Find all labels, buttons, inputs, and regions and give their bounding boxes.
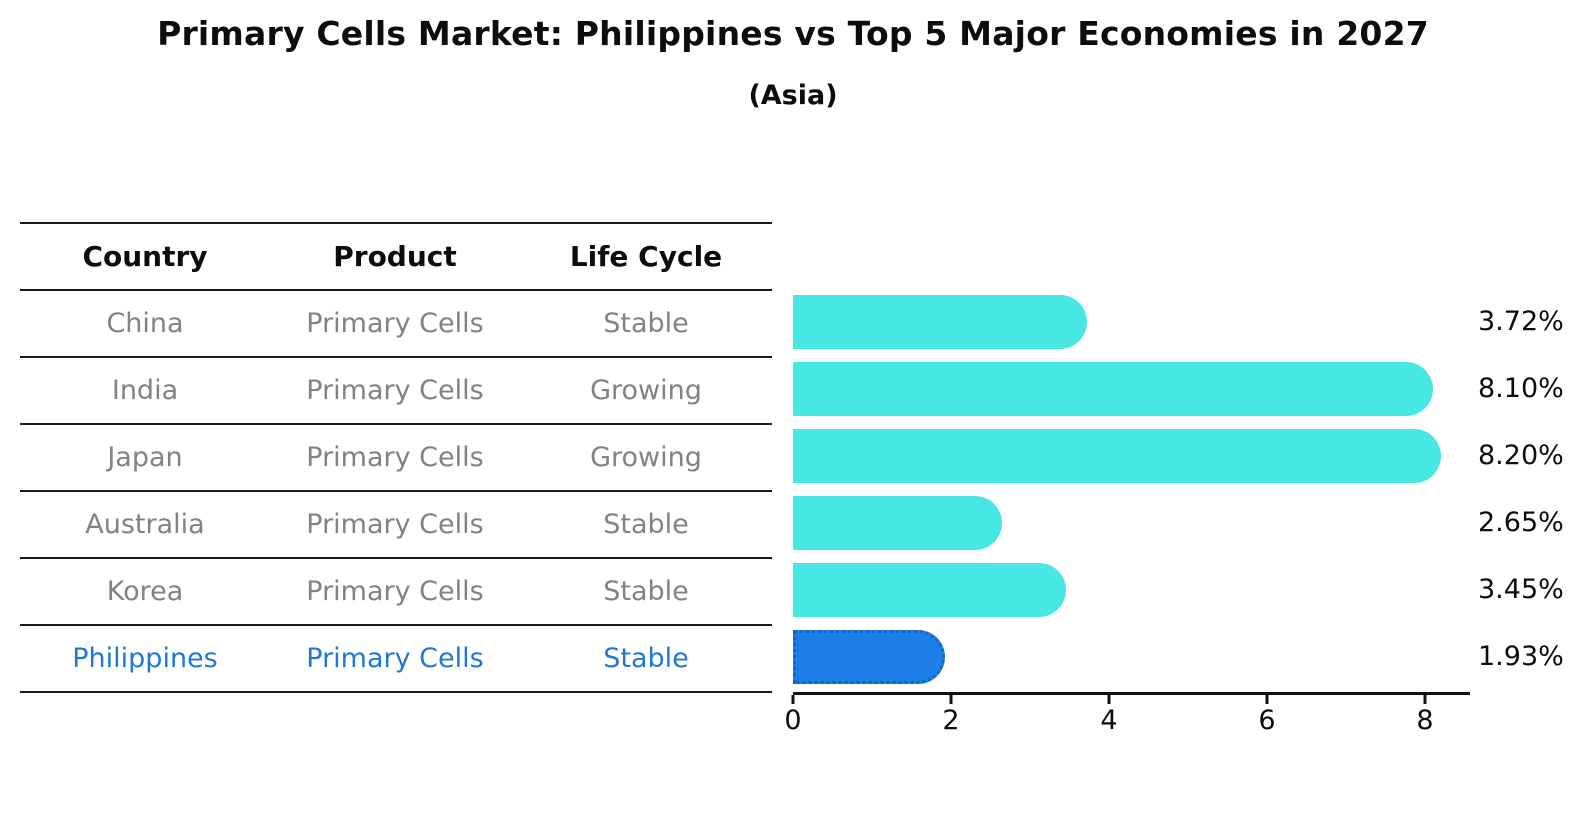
cell-life-cycle: Growing [590, 375, 702, 406]
x-axis-tick-label: 6 [1258, 705, 1276, 736]
cell-life-cycle: Stable [603, 576, 689, 607]
table-row-australia: Australia Primary Cells Stable [20, 492, 772, 559]
x-axis-tick-label: 8 [1416, 705, 1434, 736]
cell-country: Korea [106, 576, 184, 607]
cell-life-cycle: Stable [603, 308, 689, 339]
x-axis: 0 2 4 6 8 [784, 692, 1470, 752]
cell-product: Primary Cells [306, 375, 484, 406]
table-row-india: India Primary Cells Growing [20, 358, 772, 425]
bar-row [793, 623, 1470, 690]
country-table: Country Product Life Cycle China Primary… [20, 222, 772, 693]
value-label-korea: 3.45% [1478, 574, 1564, 605]
cell-country: Japan [107, 442, 183, 473]
x-axis-tick-label: 0 [784, 705, 802, 736]
value-label-india: 8.10% [1478, 373, 1564, 404]
bar-philippines [793, 629, 946, 684]
bar-india [793, 361, 1433, 416]
bar-row [793, 355, 1470, 422]
bar-row [793, 422, 1470, 489]
x-axis-tick [791, 695, 795, 704]
cell-country: Philippines [72, 643, 218, 674]
table-row-japan: Japan Primary Cells Growing [20, 425, 772, 492]
x-axis-tick [949, 695, 953, 704]
table-header-row: Country Product Life Cycle [20, 224, 772, 291]
x-axis-tick [1423, 695, 1427, 704]
table-row-china: China Primary Cells Stable [20, 291, 772, 358]
cell-product: Primary Cells [306, 576, 484, 607]
x-axis-tick [1107, 695, 1111, 704]
bar-korea [793, 562, 1066, 617]
cell-product: Primary Cells [306, 509, 484, 540]
cell-life-cycle: Stable [603, 643, 689, 674]
x-axis-tick-label: 2 [942, 705, 960, 736]
column-header-life-cycle: Life Cycle [569, 240, 723, 273]
table-row-philippines: Philippines Primary Cells Stable [20, 626, 772, 693]
cell-country: India [111, 375, 179, 406]
cell-product: Primary Cells [306, 442, 484, 473]
bar-chart [793, 288, 1470, 690]
value-label-china: 3.72% [1478, 306, 1564, 337]
column-header-country: Country [82, 240, 208, 273]
x-axis-line [793, 692, 1470, 695]
cell-life-cycle: Stable [603, 509, 689, 540]
column-header-product: Product [333, 240, 457, 273]
bar-china [793, 294, 1087, 349]
cell-country: China [106, 308, 184, 339]
value-label-column: 3.72% 8.10% 8.20% 2.65% 3.45% 1.93% [1478, 288, 1578, 690]
bar-row [793, 556, 1470, 623]
cell-product: Primary Cells [306, 308, 484, 339]
table-row-korea: Korea Primary Cells Stable [20, 559, 772, 626]
value-label-japan: 8.20% [1478, 440, 1564, 471]
x-axis-tick [1265, 695, 1269, 704]
cell-product: Primary Cells [306, 643, 484, 674]
value-label-australia: 2.65% [1478, 507, 1564, 538]
chart-subtitle: (Asia) [748, 80, 838, 111]
chart-title: Primary Cells Market: Philippines vs Top… [157, 14, 1429, 53]
bar-row [793, 489, 1470, 556]
bar-row [793, 288, 1470, 355]
x-axis-tick-label: 4 [1100, 705, 1118, 736]
cell-country: Australia [85, 509, 205, 540]
bar-japan [793, 428, 1441, 483]
cell-life-cycle: Growing [590, 442, 702, 473]
bar-australia [793, 495, 1003, 550]
value-label-philippines: 1.93% [1478, 641, 1564, 672]
